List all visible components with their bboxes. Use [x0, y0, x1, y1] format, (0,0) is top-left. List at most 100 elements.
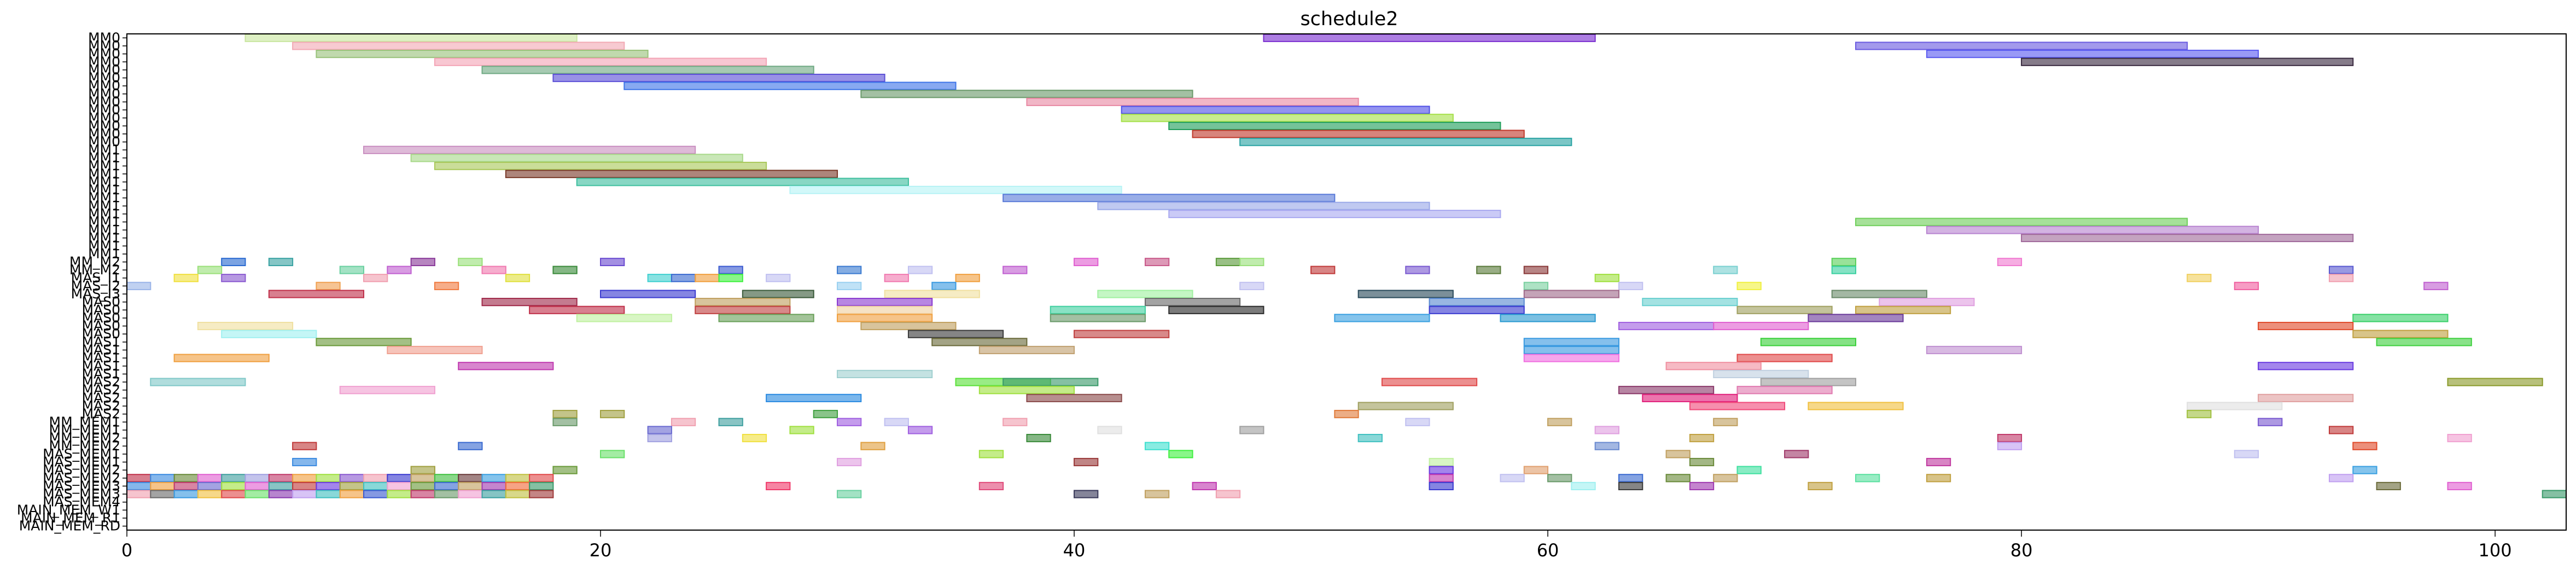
- task-bar: [1074, 330, 1170, 338]
- task-bar: [695, 298, 791, 307]
- task-bar: [931, 281, 957, 290]
- task-bar: [1594, 274, 1619, 283]
- task-bar: [1523, 281, 1549, 290]
- y-tick-label: MAS1: [82, 350, 120, 366]
- task-bar: [363, 474, 388, 483]
- task-bar: [600, 257, 625, 266]
- task-bar: [884, 290, 980, 298]
- task-bar: [1855, 305, 1951, 314]
- task-bar: [1926, 50, 2259, 58]
- y-tick-label: MM1: [88, 246, 120, 262]
- y-tick-label: MAS0: [82, 326, 120, 342]
- y-tick-label: MAS1: [82, 366, 120, 381]
- task-bar: [907, 266, 933, 274]
- y-tick-label: MAS_I2: [71, 278, 120, 293]
- task-bar: [2328, 426, 2354, 434]
- task-bar: [1523, 345, 1619, 355]
- task-bar: [410, 490, 435, 498]
- task-bar: [1003, 378, 1099, 386]
- task-bar: [1665, 474, 1691, 483]
- task-bar: [1547, 474, 1572, 483]
- y-tick-label: MM0: [88, 117, 120, 133]
- y-tick-label: MM0: [88, 38, 120, 54]
- task-bar: [1334, 314, 1430, 322]
- task-bar: [363, 145, 696, 154]
- task-bar: [1926, 474, 1951, 483]
- task-bar: [552, 266, 578, 274]
- task-bar: [1855, 42, 2188, 50]
- task-bar: [1215, 257, 1241, 266]
- task-bar: [1429, 305, 1525, 314]
- task-bar: [505, 274, 531, 283]
- task-bar: [718, 314, 814, 322]
- y-tick-label: MAIN_MEM_RD: [19, 518, 120, 534]
- y-tick-label: MM0: [88, 110, 120, 126]
- task-bar: [387, 266, 412, 274]
- task-bar: [1665, 450, 1691, 459]
- task-bar: [718, 274, 743, 283]
- task-bar: [268, 257, 294, 266]
- task-bar: [1926, 345, 2023, 355]
- task-bar: [363, 274, 388, 283]
- task-bar: [2328, 274, 2354, 283]
- task-bar: [244, 33, 578, 42]
- task-bar: [1618, 481, 1643, 491]
- task-bar: [1689, 433, 1715, 443]
- task-bar: [718, 418, 743, 426]
- task-bar: [837, 281, 862, 290]
- task-bar: [434, 481, 459, 491]
- task-bar: [1523, 466, 1549, 474]
- task-bar: [742, 290, 814, 298]
- task-bar: [1523, 266, 1549, 274]
- task-bar: [268, 481, 294, 491]
- task-bar: [292, 42, 625, 50]
- task-bar: [458, 442, 483, 450]
- task-bar: [647, 274, 672, 283]
- task-bar: [150, 490, 175, 498]
- task-bar: [837, 305, 933, 314]
- x-tick-label: 80: [2010, 540, 2033, 561]
- task-bar: [1381, 378, 1478, 386]
- y-tick-label: MM1: [88, 206, 120, 222]
- y-tick-label: MM_M2: [69, 254, 120, 269]
- task-bar: [1500, 474, 1525, 483]
- task-bar: [387, 474, 412, 483]
- task-bar: [813, 410, 838, 419]
- y-tick-label: MAIN_MEM_R1: [21, 510, 120, 526]
- task-bar: [1879, 298, 1975, 307]
- y-tick-label: MAS_MEM3: [43, 486, 120, 502]
- y-tick-label: MAS0: [82, 302, 120, 318]
- task-bar: [837, 298, 933, 307]
- task-bar: [837, 418, 862, 426]
- task-bar: [695, 305, 791, 314]
- y-tick-label: MAS_MEM3: [43, 478, 120, 493]
- task-bar: [766, 481, 791, 491]
- task-bar: [2258, 393, 2354, 402]
- task-bar: [789, 426, 814, 434]
- task-bar: [884, 418, 909, 426]
- task-bar: [529, 305, 625, 314]
- task-bar: [2423, 281, 2449, 290]
- task-bar: [1689, 481, 1715, 491]
- task-bar: [576, 178, 909, 186]
- y-tick-label: MAS2: [82, 382, 120, 398]
- y-tick-label: MAS_MEM4: [43, 494, 120, 510]
- task-bar: [1026, 97, 1359, 107]
- task-bar: [1808, 402, 1904, 410]
- task-bar: [1618, 474, 1643, 483]
- task-bar: [2352, 314, 2449, 322]
- task-bar: [1334, 410, 1359, 419]
- task-bar: [1500, 314, 1596, 322]
- task-bar: [316, 281, 341, 290]
- y-tick-label: MM0: [88, 126, 120, 142]
- task-bar: [434, 57, 767, 66]
- task-bar: [552, 466, 578, 474]
- y-tick-label: MM0: [88, 46, 120, 62]
- task-bar: [1808, 481, 1833, 491]
- task-bar: [1665, 362, 1762, 371]
- task-bar: [907, 330, 1004, 338]
- task-bar: [860, 90, 1193, 98]
- task-bar: [2258, 362, 2354, 371]
- task-bar: [2258, 321, 2354, 331]
- task-bar: [126, 474, 151, 483]
